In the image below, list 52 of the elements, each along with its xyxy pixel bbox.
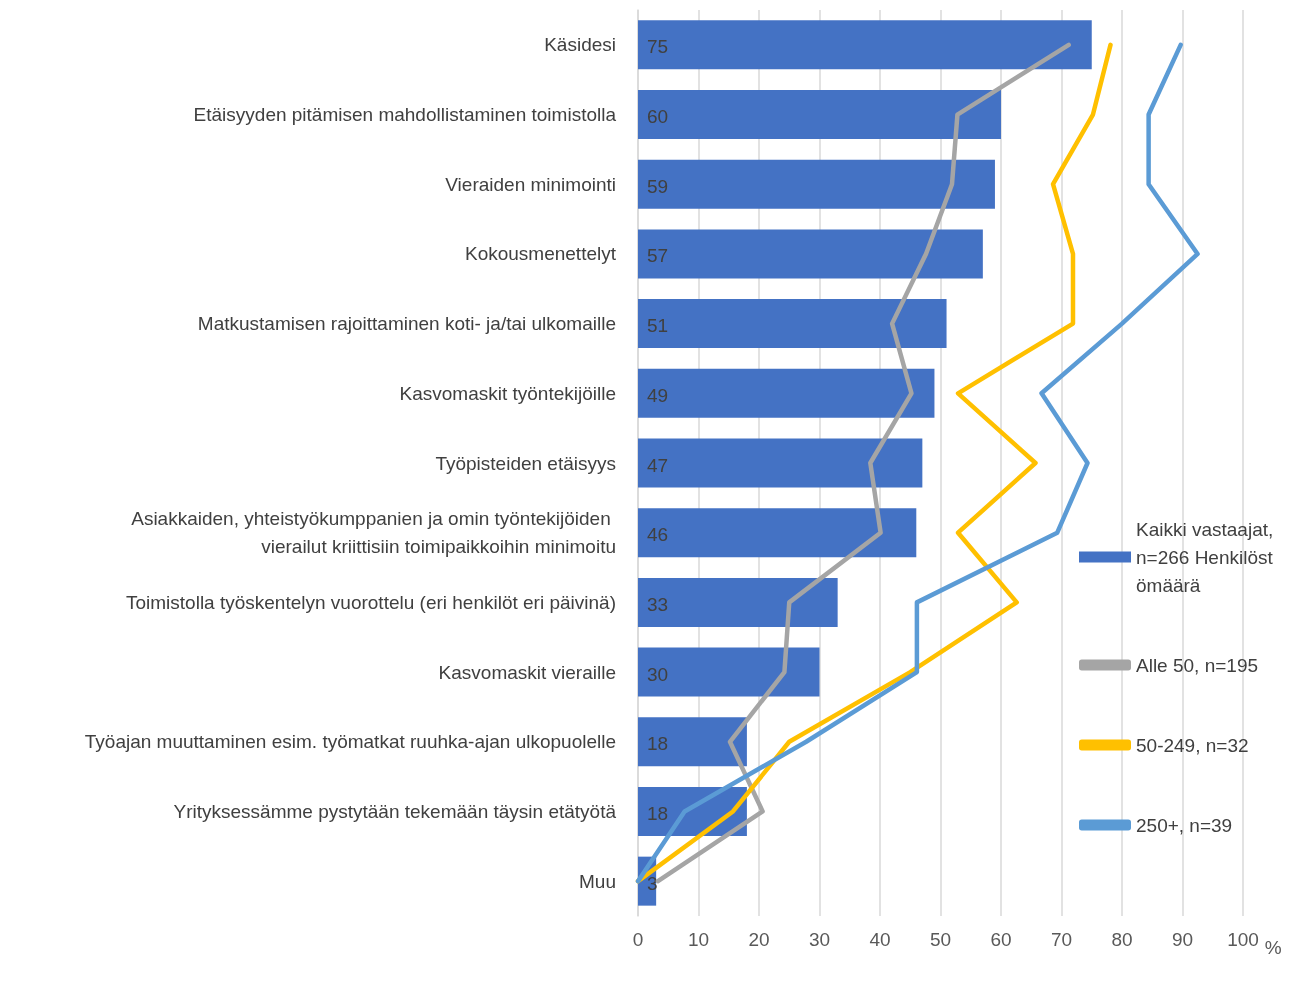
x-tick-label: 50 <box>929 929 952 950</box>
bar <box>638 717 747 767</box>
legend-label: Alle 50, n=195 <box>1136 654 1259 676</box>
y-tick-label: Asiakkaiden, yhteistyökumppanien ja omin työntekijöiden vierailut kriittisiin toimipaikkoihin minimoitu <box>131 508 616 558</box>
x-tick-label: 80 <box>1111 929 1133 950</box>
bar <box>638 647 820 697</box>
y-tick-label: Työpisteiden etäisyys <box>435 452 616 474</box>
y-tick-label: Työajan muuttaminen esim. työmatkat ruuhka-ajan ulkopuolelle <box>84 731 616 753</box>
bar <box>638 577 838 627</box>
data-label: 47 <box>647 454 669 476</box>
bar <box>638 20 1092 70</box>
y-tick-label: Kasvomaskit työntekijöille <box>399 382 616 404</box>
x-tick-label: 10 <box>687 929 710 950</box>
bar <box>638 159 995 209</box>
data-label: 46 <box>647 524 669 546</box>
x-tick-label: 100 <box>1227 929 1259 950</box>
x-tick-label: 0 <box>632 929 644 950</box>
x-tick-label: 40 <box>869 929 891 950</box>
data-label: 59 <box>647 175 669 197</box>
y-tick-label: Toimistolla työskentelyn vuorottelu (eri henkilöt eri päivinä) <box>125 591 616 613</box>
legend-label: 250+, n=39 <box>1136 814 1233 836</box>
x-tick-label: 70 <box>1050 929 1073 950</box>
legend-label: Kaikki vastaajat, n=266 Henkilöstömäärä <box>1136 518 1279 596</box>
data-label: 60 <box>647 106 669 128</box>
y-tick-label: Matkustamisen rajoittaminen koti- ja/tai ulkomaille <box>197 313 616 335</box>
data-label: 33 <box>647 593 669 615</box>
data-label: 57 <box>647 245 669 267</box>
bar <box>638 508 917 558</box>
y-tick-label: Muu <box>579 870 616 892</box>
y-tick-label: Vieraiden minimointi <box>445 173 616 195</box>
data-label: 18 <box>647 802 669 824</box>
y-tick-label: Käsidesi <box>544 34 616 56</box>
bar <box>638 438 923 488</box>
x-tick-label: 30 <box>808 929 831 950</box>
y-tick-label: Kokousmenettelyt <box>464 243 617 265</box>
bar <box>638 229 983 279</box>
data-label: 18 <box>647 733 669 755</box>
bar <box>638 90 1001 140</box>
bar <box>638 299 947 349</box>
y-tick-label: Yrityksessämme pystytään tekemään täysin etätyötä <box>173 800 617 822</box>
x-tick-label: 20 <box>748 929 770 950</box>
x-tick-label: 90 <box>1171 929 1194 950</box>
x-axis-title: % <box>1264 937 1282 958</box>
legend-label: 50-249, n=32 <box>1136 734 1249 756</box>
y-tick-label: Kasvomaskit vieraille <box>438 661 616 683</box>
data-label: 49 <box>647 384 669 406</box>
x-tick-label: 60 <box>990 929 1012 950</box>
data-label: 51 <box>647 315 669 337</box>
data-label: 75 <box>647 36 669 58</box>
y-tick-label: Etäisyyden pitämisen mahdollistaminen toimistolla <box>193 104 617 126</box>
bar <box>638 368 935 418</box>
data-label: 30 <box>647 663 669 685</box>
